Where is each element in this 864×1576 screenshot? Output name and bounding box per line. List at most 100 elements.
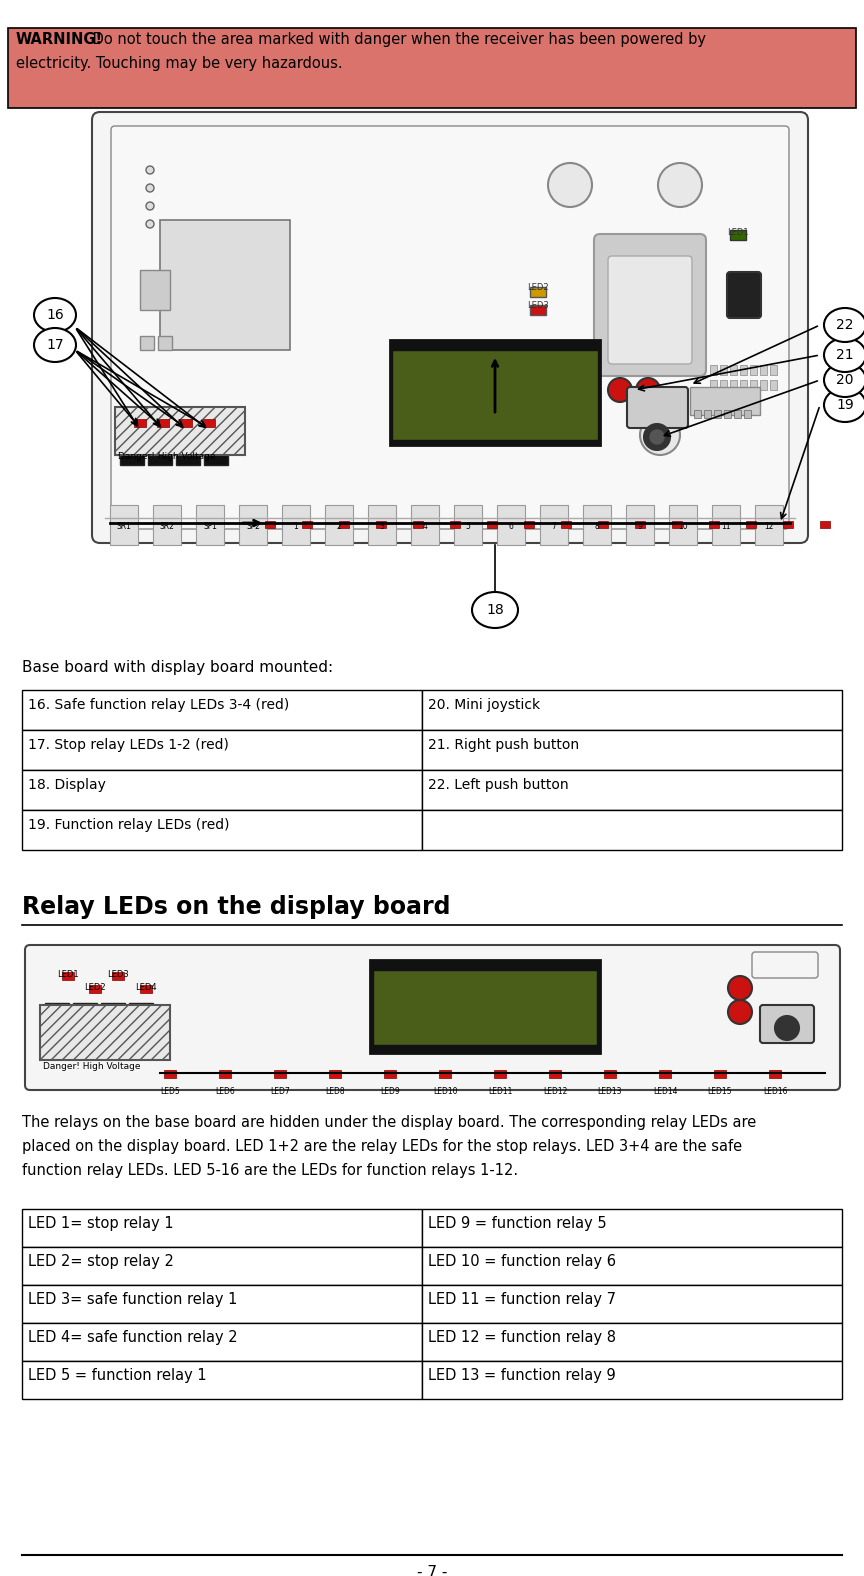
Bar bbox=[282, 504, 310, 545]
Bar bbox=[746, 522, 756, 528]
Bar bbox=[140, 336, 154, 350]
Bar bbox=[373, 969, 597, 1045]
Bar bbox=[530, 306, 546, 315]
Bar bbox=[709, 522, 719, 528]
Bar bbox=[720, 366, 727, 375]
Bar bbox=[62, 972, 74, 980]
Text: LED11: LED11 bbox=[488, 1087, 512, 1095]
Text: 8: 8 bbox=[594, 522, 600, 531]
Bar bbox=[497, 504, 525, 545]
Text: 21: 21 bbox=[836, 348, 854, 362]
Text: LED1: LED1 bbox=[57, 969, 79, 979]
Bar bbox=[454, 504, 482, 545]
Text: LED 13 = function relay 9: LED 13 = function relay 9 bbox=[428, 1368, 616, 1384]
Text: LED8: LED8 bbox=[325, 1087, 345, 1095]
Text: LED6: LED6 bbox=[215, 1087, 235, 1095]
Text: 20. Mini joystick: 20. Mini joystick bbox=[428, 698, 540, 712]
Text: SF2: SF2 bbox=[246, 522, 260, 531]
Text: LED7: LED7 bbox=[270, 1087, 290, 1095]
Bar bbox=[450, 522, 460, 528]
Circle shape bbox=[728, 976, 752, 1001]
Bar bbox=[750, 380, 757, 389]
FancyBboxPatch shape bbox=[111, 126, 789, 530]
Ellipse shape bbox=[824, 337, 864, 372]
Bar bbox=[422, 1362, 842, 1399]
Text: 1: 1 bbox=[294, 522, 298, 531]
Text: LED3: LED3 bbox=[527, 301, 549, 310]
Text: 3: 3 bbox=[379, 522, 384, 531]
Text: LED12: LED12 bbox=[543, 1087, 567, 1095]
Text: LED 9 = function relay 5: LED 9 = function relay 5 bbox=[428, 1217, 607, 1231]
Text: Do not touch the area marked with danger when the receiver has been powered by: Do not touch the area marked with danger… bbox=[88, 32, 706, 47]
Bar bbox=[329, 1070, 341, 1078]
Text: WARNING!: WARNING! bbox=[16, 32, 103, 47]
Bar bbox=[120, 427, 144, 465]
Text: Base board with display board mounted:: Base board with display board mounted: bbox=[22, 660, 334, 675]
Bar bbox=[370, 960, 600, 1053]
Circle shape bbox=[640, 414, 680, 455]
Bar bbox=[239, 504, 267, 545]
Bar bbox=[22, 1362, 422, 1399]
Text: 19: 19 bbox=[836, 399, 854, 411]
Bar bbox=[422, 690, 842, 730]
Bar bbox=[302, 522, 312, 528]
Text: LED 12 = function relay 8: LED 12 = function relay 8 bbox=[428, 1330, 616, 1344]
Text: Danger! High Voltage: Danger! High Voltage bbox=[43, 1062, 141, 1072]
Text: 11: 11 bbox=[721, 522, 731, 531]
Text: Relay LEDs on the display board: Relay LEDs on the display board bbox=[22, 895, 450, 919]
Bar bbox=[694, 410, 701, 418]
Ellipse shape bbox=[472, 593, 518, 627]
Circle shape bbox=[636, 378, 660, 402]
Bar bbox=[157, 419, 169, 427]
Circle shape bbox=[658, 162, 702, 206]
Bar bbox=[22, 810, 422, 849]
Text: LED2: LED2 bbox=[84, 983, 105, 991]
FancyBboxPatch shape bbox=[727, 273, 761, 318]
FancyBboxPatch shape bbox=[608, 255, 692, 364]
Bar bbox=[115, 407, 245, 455]
Circle shape bbox=[146, 184, 154, 192]
Text: LED5: LED5 bbox=[160, 1087, 180, 1095]
Bar bbox=[422, 1322, 842, 1362]
Text: LED 2= stop relay 2: LED 2= stop relay 2 bbox=[28, 1254, 174, 1269]
Bar bbox=[22, 1284, 422, 1322]
Bar bbox=[219, 1070, 231, 1078]
Text: 17: 17 bbox=[46, 337, 64, 351]
Bar bbox=[22, 1247, 422, 1284]
Circle shape bbox=[146, 221, 154, 229]
Text: 6: 6 bbox=[509, 522, 513, 531]
Bar bbox=[635, 522, 645, 528]
Bar bbox=[494, 1070, 506, 1078]
Bar bbox=[604, 1070, 616, 1078]
Circle shape bbox=[548, 162, 592, 206]
Text: SR2: SR2 bbox=[160, 522, 175, 531]
Bar bbox=[487, 522, 497, 528]
Bar bbox=[598, 522, 608, 528]
Bar bbox=[101, 1002, 125, 1045]
Bar bbox=[22, 730, 422, 771]
Bar bbox=[112, 972, 124, 980]
Circle shape bbox=[650, 430, 664, 444]
Bar bbox=[755, 504, 783, 545]
Bar bbox=[760, 366, 767, 375]
Text: LED 4= safe function relay 2: LED 4= safe function relay 2 bbox=[28, 1330, 238, 1344]
Bar bbox=[140, 269, 170, 310]
Text: 12: 12 bbox=[765, 522, 774, 531]
Bar bbox=[22, 1322, 422, 1362]
Bar bbox=[439, 1070, 451, 1078]
Bar bbox=[750, 366, 757, 375]
Bar bbox=[672, 522, 682, 528]
Text: LED15: LED15 bbox=[708, 1087, 733, 1095]
Bar bbox=[714, 410, 721, 418]
Bar bbox=[422, 1209, 842, 1247]
Bar bbox=[339, 522, 349, 528]
Text: 17. Stop relay LEDs 1-2 (red): 17. Stop relay LEDs 1-2 (red) bbox=[28, 738, 229, 752]
Bar bbox=[160, 221, 290, 350]
Bar bbox=[524, 522, 534, 528]
Text: 16. Safe function relay LEDs 3-4 (red): 16. Safe function relay LEDs 3-4 (red) bbox=[28, 698, 289, 712]
Bar bbox=[196, 504, 224, 545]
Text: LED4: LED4 bbox=[135, 983, 156, 991]
Ellipse shape bbox=[824, 388, 864, 422]
Bar bbox=[704, 410, 711, 418]
Text: function relay LEDs. LED 5-16 are the LEDs for function relays 1-12.: function relay LEDs. LED 5-16 are the LE… bbox=[22, 1163, 518, 1177]
